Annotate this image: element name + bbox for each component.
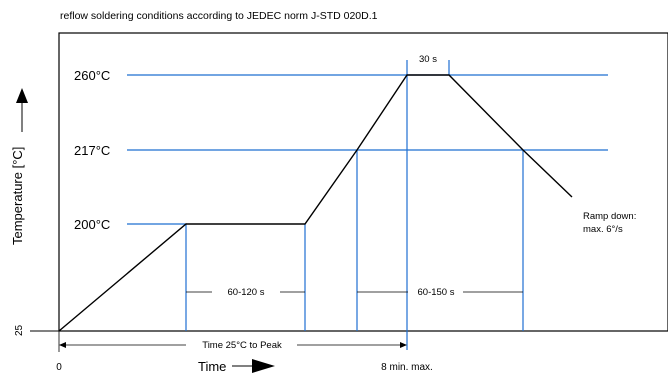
x-axis-label: Time	[198, 359, 226, 374]
ramp-down-label-line2: max. 6°/s	[583, 224, 623, 235]
y-base-tick-label: 25	[14, 324, 25, 336]
y-axis-arrow-head	[16, 88, 28, 103]
level-label-200: 200°C	[74, 217, 110, 232]
level-label-217: 217°C	[74, 143, 110, 158]
x-axis-arrow-head	[252, 359, 275, 373]
diagram-title: reflow soldering conditions according to…	[60, 10, 378, 22]
total-dim-right-arrow	[400, 342, 407, 348]
level-label-260: 260°C	[74, 68, 110, 83]
total-duration-label: Time 25°C to Peak	[202, 340, 282, 351]
temperature-profile-line	[58, 74, 573, 332]
y-axis-label: Temperature [°C]	[10, 147, 25, 245]
ramp-down-label-line1: Ramp down:	[583, 211, 636, 222]
soak-duration-label: 60-120 s	[228, 287, 265, 298]
liquidus-duration-label: 60-150 s	[418, 287, 455, 298]
total-dim-left-arrow	[59, 342, 66, 348]
x-end-label: 8 min. max.	[381, 362, 433, 373]
plot-frame	[58, 32, 668, 332]
x-zero-label: 0	[56, 362, 62, 373]
peak-hold-label: 30 s	[419, 54, 437, 65]
